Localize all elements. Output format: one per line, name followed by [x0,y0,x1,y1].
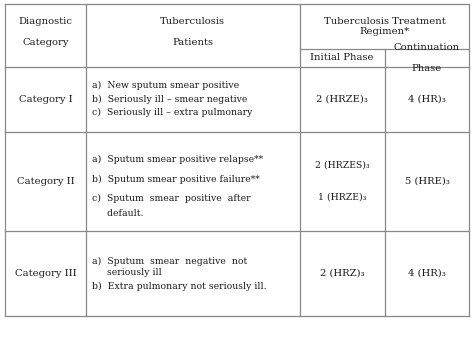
Text: 5 (HRE)₃: 5 (HRE)₃ [404,177,449,186]
Text: Initial Phase: Initial Phase [310,54,374,62]
Text: b)  Sputum smear positive failure**: b) Sputum smear positive failure** [91,175,259,184]
Text: a)  New sputum smear positive: a) New sputum smear positive [91,81,239,90]
Text: Tuberculosis

Patients: Tuberculosis Patients [160,17,225,47]
Text: Tuberculosis Treatment
Regimen*: Tuberculosis Treatment Regimen* [324,17,446,36]
Text: Diagnostic

Category: Diagnostic Category [18,17,73,47]
Text: seriously ill: seriously ill [91,268,161,277]
Text: default.: default. [91,209,143,218]
Text: 1 (HRZE)₃: 1 (HRZE)₃ [318,193,366,202]
Text: Category III: Category III [15,269,76,278]
Text: Category I: Category I [18,95,72,104]
Text: Category II: Category II [17,177,74,186]
Text: c)  Seriously ill – extra pulmonary: c) Seriously ill – extra pulmonary [91,108,252,117]
Text: b)  Extra pulmonary not seriously ill.: b) Extra pulmonary not seriously ill. [91,282,266,291]
Text: c)  Sputum  smear  positive  after: c) Sputum smear positive after [91,193,250,202]
Text: b)  Seriously ill – smear negative: b) Seriously ill – smear negative [91,95,247,104]
Text: 4 (HR)₃: 4 (HR)₃ [408,95,446,104]
Text: Continuation

Phase: Continuation Phase [394,43,460,73]
Text: a)  Sputum smear positive relapse**: a) Sputum smear positive relapse** [91,155,263,164]
Text: 4 (HR)₃: 4 (HR)₃ [408,269,446,278]
Text: 2 (HRZES)₃: 2 (HRZES)₃ [315,161,370,170]
Text: a)  Sputum  smear  negative  not: a) Sputum smear negative not [91,257,247,266]
Text: 2 (HRZ)₃: 2 (HRZ)₃ [320,269,365,278]
Text: 2 (HRZE)₃: 2 (HRZE)₃ [316,95,368,104]
